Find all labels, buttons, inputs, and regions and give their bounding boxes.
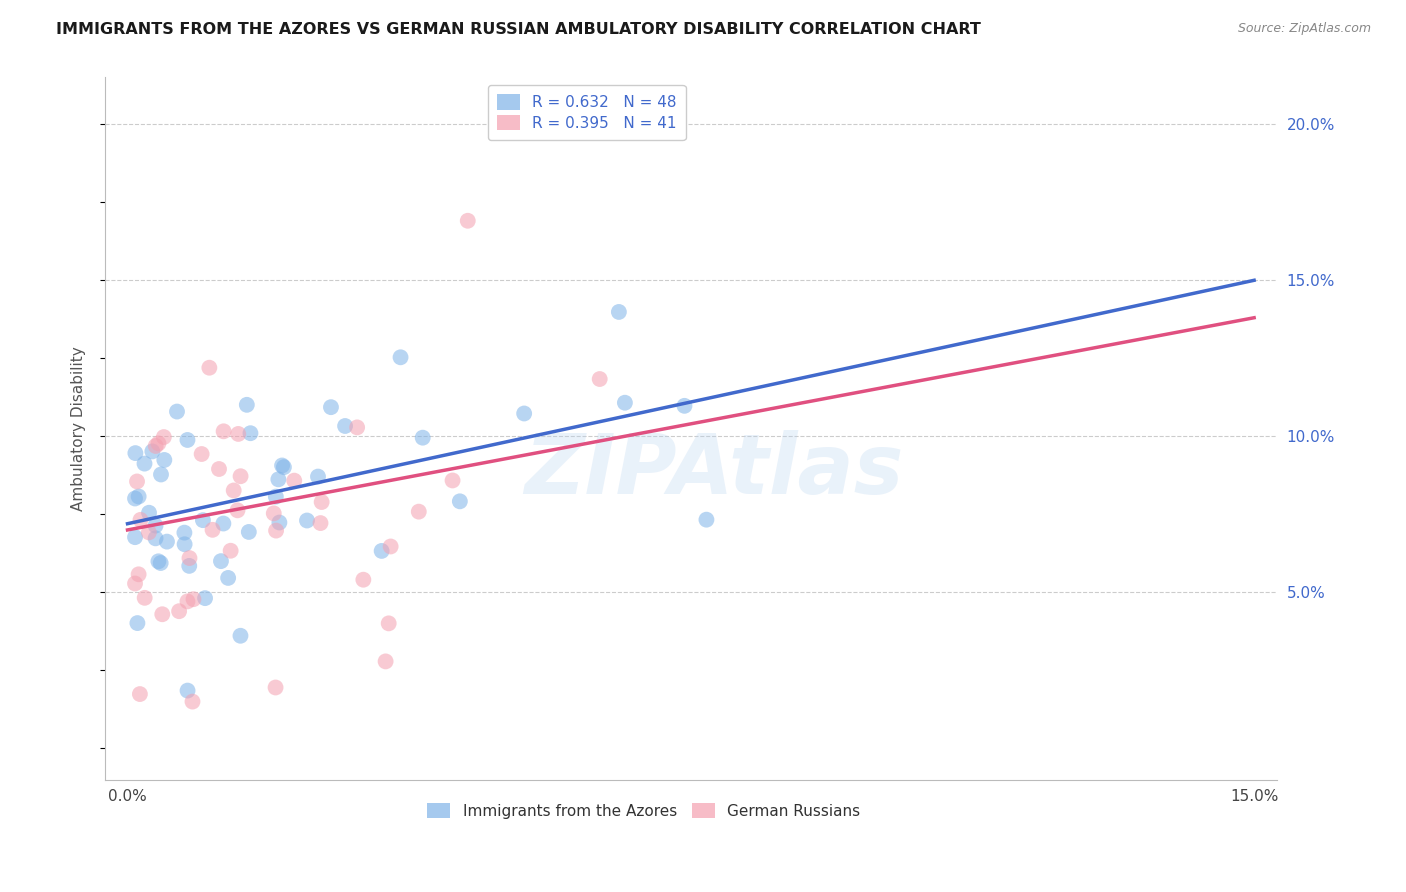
Point [311,495,333,509]
Point [124,576,146,591]
Point [212,516,235,531]
Point [219,543,242,558]
Point [141,444,163,458]
Point [236,398,259,412]
Point [201,523,224,537]
Point [613,395,636,409]
Point [156,534,179,549]
Point [229,469,252,483]
Point [377,616,399,631]
Point [389,351,412,365]
Point [333,419,356,434]
Point [149,556,172,570]
Point [273,460,295,475]
Point [145,532,167,546]
Point [271,458,294,473]
Point [183,592,205,607]
Text: IMMIGRANTS FROM THE AZORES VS GERMAN RUSSIAN AMBULATORY DISABILITY CORRELATION C: IMMIGRANTS FROM THE AZORES VS GERMAN RUS… [56,22,981,37]
Point [264,681,287,695]
Point [145,518,167,533]
Point [267,472,290,486]
Point [134,457,156,471]
Point [408,505,430,519]
Point [229,629,252,643]
Point [181,695,204,709]
Point [226,503,249,517]
Point [412,431,434,445]
Point [153,453,176,467]
Point [176,433,198,447]
Point [129,513,152,527]
Point [194,591,217,606]
Point [352,573,374,587]
Point [124,491,146,506]
Point [457,213,479,227]
Point [307,469,329,483]
Point [134,591,156,605]
Point [125,475,148,489]
Point [124,530,146,544]
Legend: Immigrants from the Azores, German Russians: Immigrants from the Azores, German Russi… [422,797,866,824]
Point [138,525,160,540]
Text: Source: ZipAtlas.com: Source: ZipAtlas.com [1237,22,1371,36]
Point [148,436,170,450]
Point [128,687,150,701]
Point [513,407,536,421]
Point [695,513,717,527]
Point [238,524,260,539]
Point [148,554,170,568]
Point [153,430,176,444]
Point [449,494,471,508]
Point [374,654,396,668]
Point [124,446,146,460]
Point [607,305,630,319]
Point [191,513,214,527]
Point [173,537,195,551]
Point [269,516,291,530]
Point [179,551,201,566]
Point [150,607,173,622]
Point [127,616,149,631]
Point [589,372,612,386]
Point [208,462,231,476]
Text: ZIPAtlas: ZIPAtlas [524,430,904,511]
Point [190,447,212,461]
Point [380,540,402,554]
Point [128,490,150,504]
Point [150,467,173,482]
Point [309,516,332,530]
Point [212,425,235,439]
Point [346,420,368,434]
Point [138,506,160,520]
Point [263,507,285,521]
Y-axis label: Ambulatory Disability: Ambulatory Disability [72,346,86,511]
Point [145,439,167,453]
Point [209,554,232,568]
Point [370,544,392,558]
Point [673,399,696,413]
Point [217,571,239,585]
Point [226,426,249,441]
Point [283,474,305,488]
Point [176,683,198,698]
Point [128,567,150,582]
Point [179,558,201,573]
Point [441,474,464,488]
Point [319,400,342,414]
Point [173,525,195,540]
Point [166,404,188,418]
Point [167,604,190,618]
Point [176,594,198,608]
Point [264,490,287,504]
Point [239,426,262,441]
Point [264,524,287,538]
Point [295,514,318,528]
Point [198,360,221,375]
Point [222,483,245,498]
